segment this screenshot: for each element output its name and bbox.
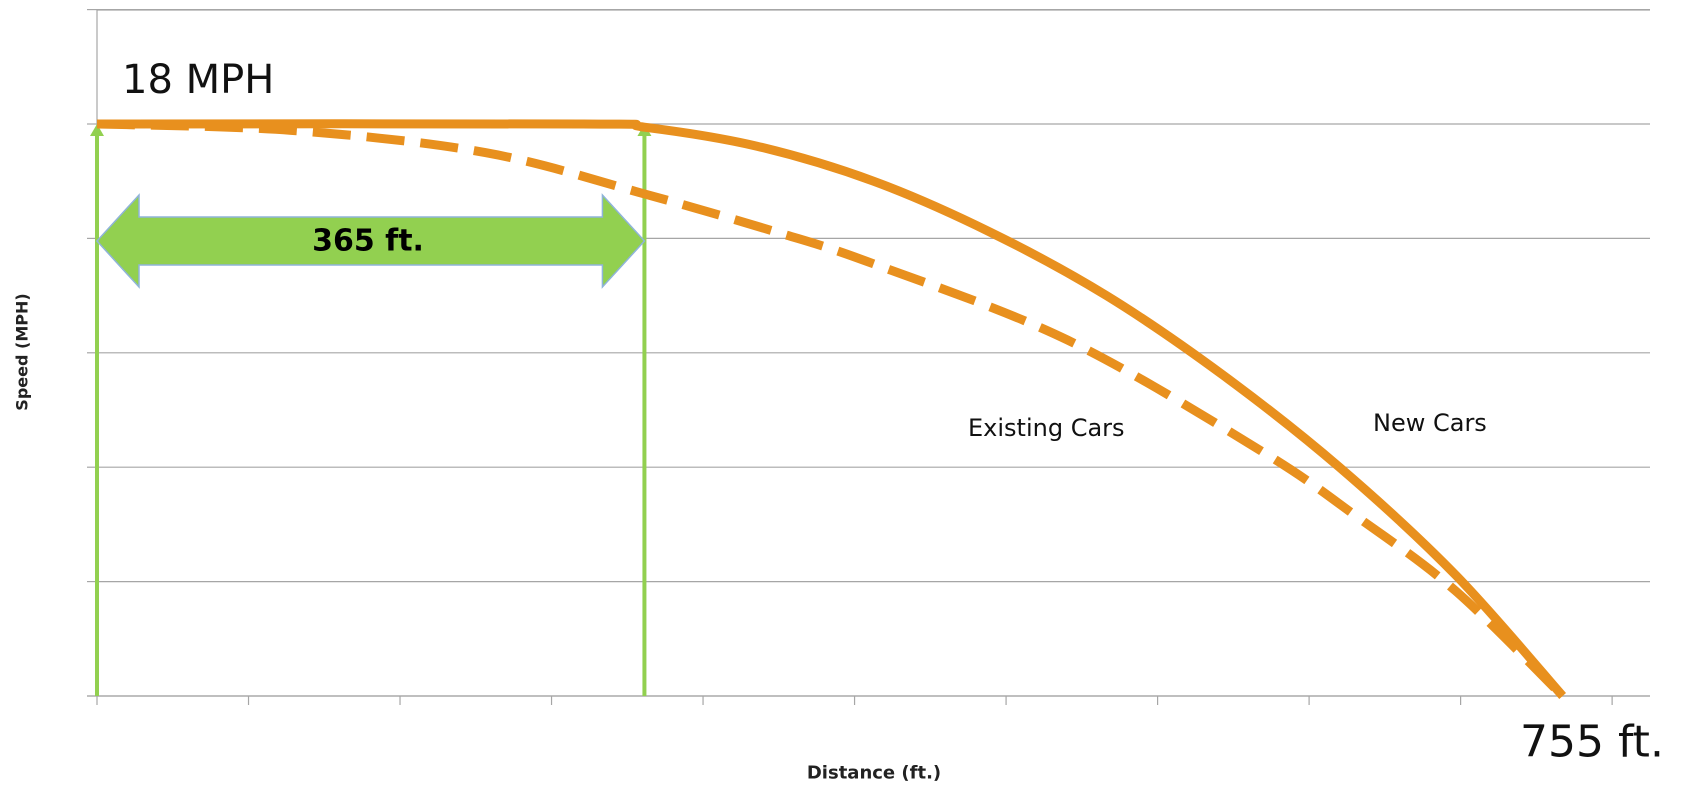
span-arrow [95,193,646,289]
span-arrow-shape [95,193,646,289]
series-lines [96,119,1567,700]
arrow-span-label: 365 ft. [312,223,424,259]
marker-arrowhead-start [90,124,104,136]
series-label-existing-cars: Existing Cars [968,414,1125,442]
series-line-new-cars [96,119,1567,699]
y-axis-label: Speed (MPH) [12,293,32,411]
end-distance-annotation: 755 ft. [1520,716,1664,768]
series-line-existing-cars [96,119,1566,700]
series-label-new-cars: New Cars [1373,409,1487,437]
x-axis-label: Distance (ft.) [806,762,942,784]
axes [87,8,1650,705]
top-speed-annotation: 18 MPH [122,57,275,103]
distance-markers [90,124,652,696]
grid-lines [97,8,1650,697]
